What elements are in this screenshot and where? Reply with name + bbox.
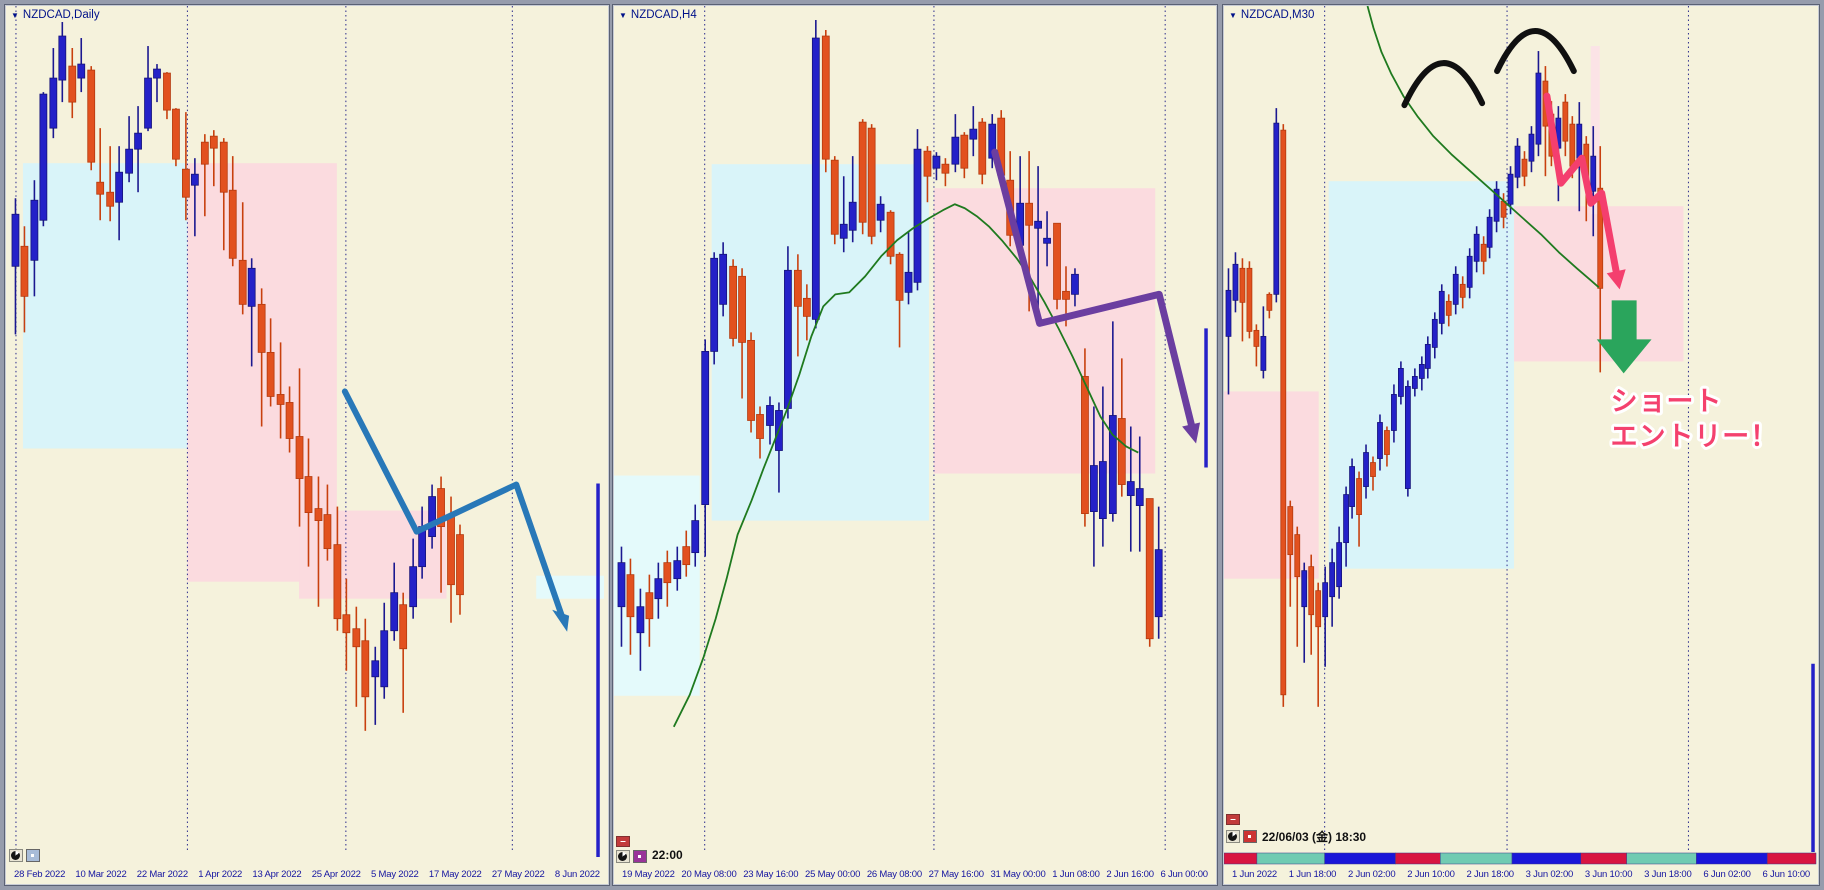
time-axis-label: 6 Jun 00:00	[1160, 869, 1208, 880]
time-axis-label: 25 May 00:00	[805, 869, 861, 880]
time-axis-label: 27 May 16:00	[928, 869, 984, 880]
session-bar-segment	[1324, 852, 1396, 865]
time-axis-label: 2 Jun 02:00	[1348, 869, 1396, 880]
time-axis-label: 1 Apr 2022	[198, 869, 243, 880]
moving-average-line	[672, 203, 1139, 728]
time-axis-label: 17 May 2022	[428, 869, 482, 880]
down-trend-arrow-head	[1182, 422, 1201, 444]
time-axis-label: 25 Apr 2022	[311, 869, 361, 880]
session-bar-segment	[1256, 852, 1325, 865]
time-axis-label: 22 Mar 2022	[136, 869, 188, 880]
falling-zigzag-arrow-head	[1606, 269, 1626, 290]
moving-average-line	[1366, 6, 1600, 289]
chart-symbol-period: NZDCAD,M30	[1240, 9, 1315, 21]
chevron-down-icon: ▼	[11, 10, 19, 20]
time-axis-label: 20 May 08:00	[681, 869, 737, 880]
chart-title-daily[interactable]: ▼ NZDCAD,Daily	[11, 9, 100, 21]
chart-area-m30[interactable]: ショートエントリー！ ▼ NZDCAD,M30 – 22/06/03 (金) 1…	[1224, 6, 1818, 868]
session-bar-segment	[1224, 852, 1258, 865]
short-entry-label-line2: エントリー！	[1611, 421, 1778, 451]
chart-area-h4[interactable]: ▼ NZDCAD,H4 – 22:00	[614, 6, 1216, 868]
candles	[1225, 51, 1604, 707]
chart-area-daily[interactable]: ▼ NZDCAD,Daily	[6, 6, 608, 868]
time-axis-label: 3 Jun 02:00	[1525, 869, 1574, 880]
down-trend-arrow	[341, 388, 566, 620]
session-bar-segment	[1511, 852, 1582, 865]
time-axis-label: 2 Jun 16:00	[1106, 869, 1154, 880]
chevron-down-icon: ▼	[619, 10, 627, 20]
double-top-arc-1	[1401, 60, 1486, 109]
chart-window-daily[interactable]: ▼ NZDCAD,Daily 28 Feb 2022 10 Mar 2022 22 …	[4, 4, 610, 886]
time-axis-label: 6 Jun 10:00	[1762, 869, 1811, 880]
objects-icon[interactable]	[1226, 830, 1240, 843]
period-icon[interactable]	[633, 850, 647, 863]
chart-title-h4[interactable]: ▼ NZDCAD,H4	[619, 9, 697, 21]
time-axis-label: 2 Jun 10:00	[1407, 869, 1455, 880]
time-axis-label: 8 Jun 2022	[554, 869, 600, 880]
collapse-icon[interactable]: –	[616, 836, 630, 847]
chart-symbol-period: NZDCAD,Daily	[22, 9, 100, 21]
h4-chart-canvas	[614, 6, 1208, 853]
time-axis-label: 2 Jun 18:00	[1466, 869, 1514, 880]
time-axis-label: 28 Feb 2022	[14, 869, 66, 880]
time-axis-label: 1 Jun 2022	[1232, 869, 1278, 880]
session-bar-segment	[1696, 852, 1768, 865]
time-axis-label: 27 May 2022	[491, 869, 545, 880]
zone-box	[1224, 391, 1319, 579]
session-bar-segment	[1626, 852, 1697, 865]
down-trend-arrow-head	[552, 609, 570, 632]
time-axis-label: 1 Jun 18:00	[1288, 869, 1337, 880]
pie-ball-icon	[1228, 832, 1237, 841]
time-axis-label: 19 May 2022	[622, 869, 675, 880]
time-axis-label: 10 Mar 2022	[75, 869, 127, 880]
session-bar-segment	[1440, 852, 1513, 865]
chart-window-m30[interactable]: ショートエントリー！ ▼ NZDCAD,M30 – 22/06/03 (金) 1…	[1222, 4, 1820, 886]
objects-icon[interactable]	[9, 849, 23, 862]
period-icon[interactable]	[26, 849, 40, 862]
session-bar-segment	[1766, 852, 1817, 865]
objects-icon[interactable]	[616, 850, 630, 863]
zone-box	[22, 163, 188, 449]
pie-ball-icon	[618, 852, 627, 861]
down-trend-arrow	[991, 148, 1196, 431]
time-axis-daily: 28 Feb 2022 10 Mar 2022 22 Mar 2022 1 Apr 2…	[6, 867, 608, 884]
double-top-arc-2	[1494, 28, 1577, 75]
time-axis-label: 13 Apr 2022	[252, 869, 302, 880]
candles	[11, 22, 464, 731]
candles	[617, 20, 1163, 671]
daily-chart-canvas	[11, 6, 605, 857]
chart-title-m30[interactable]: ▼ NZDCAD,M30	[1229, 9, 1314, 21]
time-axis-label: 31 May 00:00	[990, 869, 1046, 880]
period-icon[interactable]	[1243, 830, 1257, 843]
chevron-down-icon: ▼	[1229, 10, 1237, 20]
pie-ball-icon	[11, 851, 20, 860]
falling-zigzag-arrow	[1543, 92, 1621, 278]
time-axis-m30: 1 Jun 2022 1 Jun 18:00 2 Jun 02:00 2 Jun 10…	[1224, 867, 1818, 884]
time-axis-label: 1 Jun 08:00	[1052, 869, 1100, 880]
short-entry-label-line1: ショート	[1611, 386, 1723, 416]
collapse-icon[interactable]: –	[1226, 814, 1240, 825]
time-axis-label: 5 May 2022	[371, 869, 419, 880]
time-axis-label: 6 Jun 02:00	[1703, 869, 1751, 880]
short-entry-arrow	[1596, 300, 1652, 374]
time-axis-label: 26 May 08:00	[866, 869, 922, 880]
time-axis-label: 3 Jun 10:00	[1584, 869, 1633, 880]
session-bar-segment	[1395, 852, 1441, 865]
time-axis-label: 23 May 16:00	[743, 869, 799, 880]
candle-datetime-label: 22/06/03 (金) 18:30	[1262, 830, 1367, 844]
candle-countdown-label: 22:00	[652, 848, 683, 862]
chart-symbol-period: NZDCAD,H4	[630, 9, 697, 21]
zone-box	[1590, 46, 1600, 215]
time-axis-h4: 19 May 2022 20 May 08:00 23 May 16:00 25 Ma…	[614, 867, 1216, 884]
time-axis-label: 3 Jun 18:00	[1644, 869, 1692, 880]
session-bar-segment	[1580, 852, 1627, 865]
chart-window-h4[interactable]: ▼ NZDCAD,H4 – 22:00 19 May 2022 20 May 08…	[612, 4, 1218, 886]
